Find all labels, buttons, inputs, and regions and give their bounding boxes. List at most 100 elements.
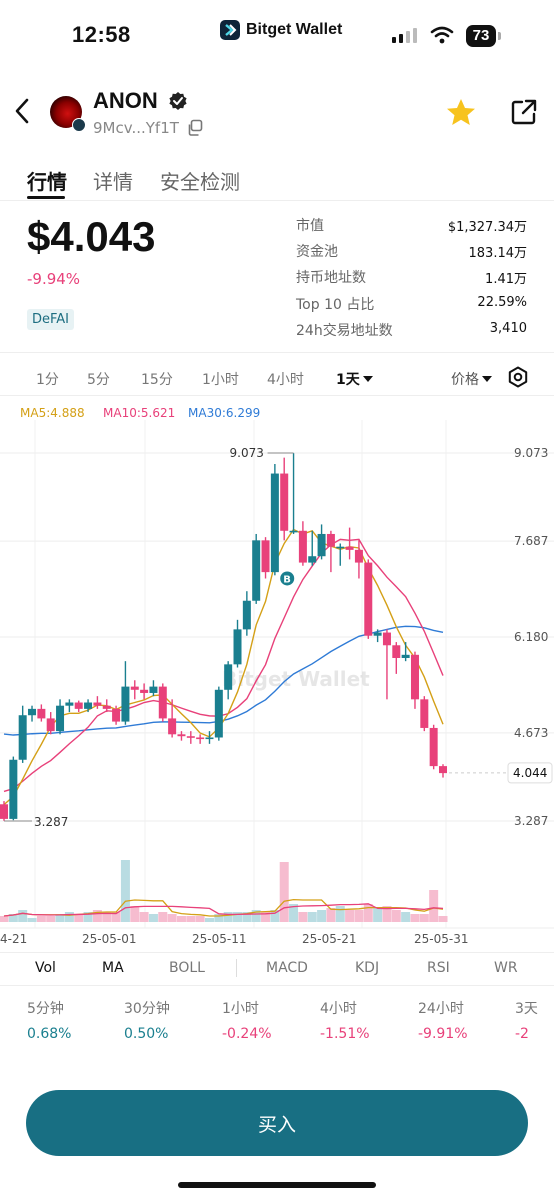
stat-label-holders: 持币地址数 <box>296 270 366 286</box>
timeframe-15m[interactable]: 15分 <box>141 372 173 388</box>
candle-body <box>186 736 195 738</box>
candle-body <box>401 654 410 658</box>
stat-value-top10: 22.59% <box>477 295 527 310</box>
volume-bar <box>158 912 168 922</box>
candle-body <box>9 759 18 819</box>
copy-address-button[interactable] <box>186 119 204 141</box>
indicator-tab-vol[interactable]: Vol <box>35 960 56 976</box>
volume-bar <box>289 904 299 922</box>
volume-bar <box>8 914 18 922</box>
volume-bar <box>186 916 196 922</box>
volume-bar <box>429 890 439 922</box>
buy-button[interactable]: 买入 <box>26 1090 528 1156</box>
candle-body <box>439 766 447 774</box>
candle-body <box>429 727 438 767</box>
volume-bar <box>111 912 121 922</box>
volume-bar <box>27 918 37 922</box>
timeframe-4h[interactable]: 4小时 <box>267 372 304 388</box>
perf-label-30m: 30分钟 <box>124 1001 170 1017</box>
volume-bar <box>195 916 205 922</box>
candle-body <box>214 689 223 738</box>
copy-icon <box>188 119 203 136</box>
indicator-tab-boll[interactable]: BOLL <box>169 960 205 976</box>
candle-body <box>420 699 429 728</box>
volume-bar <box>46 916 56 922</box>
indicator-separator <box>236 959 237 977</box>
tab-details[interactable]: 详情 <box>93 170 133 194</box>
candle-body <box>373 632 382 636</box>
candle-body <box>149 686 158 693</box>
candle-body <box>326 533 335 547</box>
price-type-select[interactable]: 价格 <box>451 369 492 389</box>
verified-check-icon <box>168 91 188 115</box>
stat-value-market-cap: $1,327.34万 <box>447 220 527 235</box>
indicator-tab-rsi[interactable]: RSI <box>427 960 450 976</box>
volume-bar <box>317 910 327 922</box>
caret-down-icon <box>482 375 492 382</box>
candle-body <box>233 629 242 665</box>
candle-body <box>93 702 102 706</box>
indicator-divider <box>0 985 554 986</box>
y-tick-label: 6.180 <box>514 630 548 644</box>
volume-ma10-line <box>3 903 444 917</box>
perf-label-4h: 4小时 <box>320 1001 357 1017</box>
volume-bar <box>335 906 345 922</box>
candle-body <box>168 718 177 735</box>
timeframe-1m[interactable]: 1分 <box>36 372 59 388</box>
candle-body <box>280 473 289 531</box>
volume-bar <box>36 916 46 922</box>
timeframe-1d[interactable]: 1天 <box>336 369 373 389</box>
indicator-tab-wr[interactable]: WR <box>494 960 518 976</box>
stat-label-liquidity: 资金池 <box>296 244 338 260</box>
share-button[interactable] <box>510 98 538 130</box>
timeframe-1h[interactable]: 1小时 <box>202 372 239 388</box>
chain-badge-icon <box>72 118 86 132</box>
status-time: 12:58 <box>72 22 131 47</box>
back-arrow-icon <box>15 98 29 124</box>
candle-body <box>382 632 391 646</box>
candle-body <box>252 540 261 601</box>
volume-bar <box>18 910 28 922</box>
candle-body <box>392 645 401 658</box>
volume-bar <box>92 910 102 922</box>
tab-security[interactable]: 安全检测 <box>160 170 240 194</box>
indicator-tab-macd[interactable]: MACD <box>266 960 308 976</box>
volume-bar <box>326 908 336 922</box>
candle-body <box>298 530 307 563</box>
share-icon <box>511 99 537 125</box>
volume-bar <box>279 862 289 922</box>
indicator-tab-kdj[interactable]: KDJ <box>355 960 380 976</box>
candle-body <box>224 664 233 690</box>
timeframe-5m[interactable]: 5分 <box>87 372 110 388</box>
candle-body <box>196 737 205 740</box>
category-tag[interactable]: DeFAI <box>27 309 75 330</box>
candle-body <box>205 737 214 740</box>
tab-market[interactable]: 行情 <box>27 170 67 194</box>
chart-settings-button[interactable] <box>507 366 529 392</box>
volume-bar <box>391 910 401 922</box>
indicator-tab-ma[interactable]: MA <box>102 960 124 976</box>
perf-label-3d: 3天 <box>515 1001 538 1017</box>
candle-body <box>261 540 270 573</box>
volume-bar <box>55 914 65 922</box>
tabs-divider <box>0 200 554 201</box>
volume-bar <box>242 912 252 922</box>
perf-value-5m: 0.68% <box>27 1026 72 1042</box>
token-name: ANON <box>93 88 158 113</box>
favorite-button[interactable] <box>446 98 476 130</box>
token-address: 9Mcv...Yf1T <box>93 119 179 137</box>
ma5-legend: MA5:4.888 <box>20 406 85 420</box>
candle-body <box>336 546 345 549</box>
low-price-label: 3.287 <box>34 815 68 829</box>
volume-bar <box>176 916 186 922</box>
candle-body <box>130 686 139 690</box>
volume-bar <box>130 906 140 922</box>
volume-bar <box>120 860 130 922</box>
back-button[interactable] <box>14 98 30 128</box>
star-icon <box>447 99 475 125</box>
candlestick-chart[interactable]: 9.073 7.687 6.180 4.673 3.287 Bitget Wallet 9.… <box>0 420 554 956</box>
volume-bar <box>139 912 149 922</box>
price-type-label: 价格 <box>451 372 479 388</box>
volume-bar <box>0 916 9 922</box>
candle-body <box>345 546 354 550</box>
